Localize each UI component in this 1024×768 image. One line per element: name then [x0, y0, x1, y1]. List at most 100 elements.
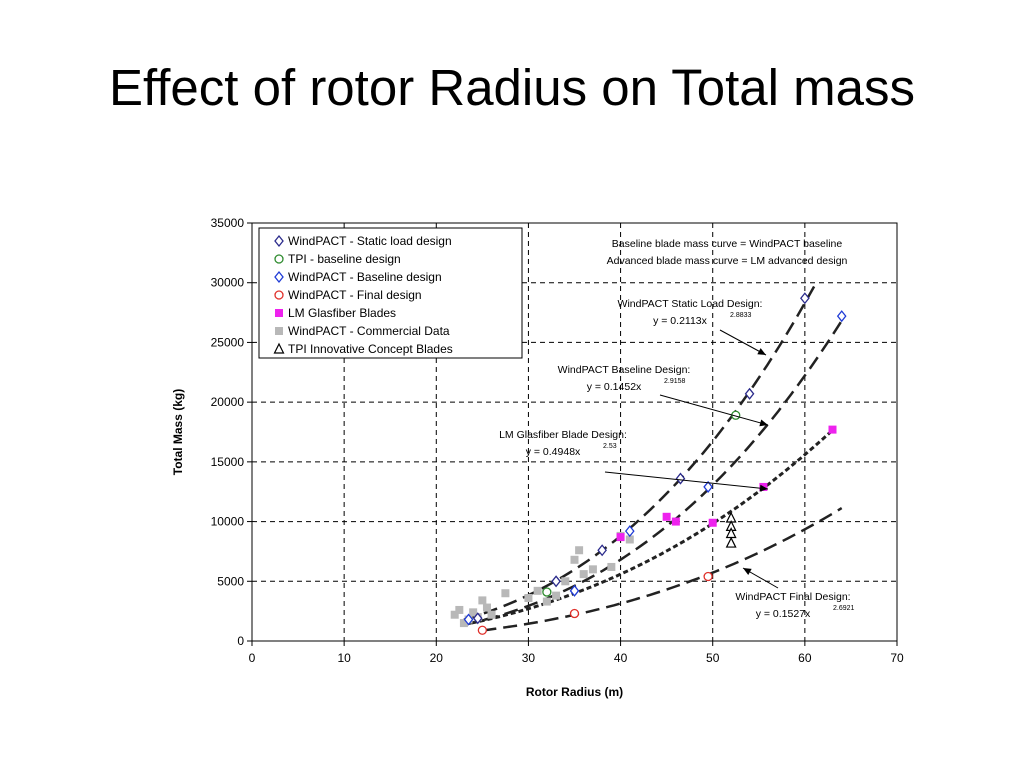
data-point — [836, 310, 847, 323]
data-point — [703, 480, 713, 493]
y-tick-label: 15000 — [211, 455, 245, 469]
data-point — [455, 605, 464, 614]
annotation-label: LM Glasfiber Blade Design: — [499, 429, 627, 441]
annotation-arrow-head — [757, 348, 766, 355]
data-point — [607, 562, 616, 571]
annotation-label: WindPACT Final Design: — [735, 591, 850, 603]
data-point — [579, 570, 588, 579]
data-point — [450, 610, 459, 619]
y-tick-label: 0 — [237, 634, 244, 648]
curve-annotation: LM Glasfiber Blade Design: y = 0.4948x 2.5… — [499, 429, 769, 492]
annotation-arrow-head — [759, 419, 768, 427]
marker-circle — [274, 254, 284, 264]
data-point — [478, 596, 487, 605]
curve-annotation: WindPACT Final Design: y = 0.1527x 2.6921 — [735, 567, 855, 620]
plot-frame — [251, 222, 898, 642]
curve-annotation: WindPACT Static Load Design: y = 0.2113x 2… — [618, 298, 767, 356]
legend-label: WindPACT - Static load design — [288, 234, 452, 248]
annotation-exponent: 2.8833 — [730, 312, 752, 319]
annotation-arrow-head — [759, 484, 768, 492]
x-axis-label: Rotor Radius (m) — [526, 685, 623, 699]
x-tick-label: 20 — [430, 651, 444, 665]
y-tick-label: 20000 — [211, 395, 245, 409]
data-point — [533, 586, 542, 595]
y-tick-label: 35000 — [211, 216, 245, 230]
marker-square — [275, 309, 283, 317]
x-tick-label: 40 — [614, 651, 628, 665]
legend-label: TPI Innovative Concept Blades — [288, 342, 453, 356]
data-point — [524, 594, 533, 603]
data-point — [625, 535, 634, 544]
y-tick-label: 10000 — [211, 515, 245, 529]
legend-label: WindPACT - Baseline design — [288, 270, 442, 284]
data-point — [828, 425, 837, 434]
data-point — [588, 565, 597, 574]
data-point — [477, 625, 488, 635]
legend-item: LM Glasfiber Blades — [275, 306, 396, 320]
legend-item: WindPACT - Final design — [274, 288, 422, 302]
data-point — [800, 292, 810, 305]
data-point — [569, 608, 580, 619]
grid-lines — [252, 223, 897, 641]
data-point — [482, 603, 491, 612]
data-point — [542, 597, 551, 606]
y-tick-label: 5000 — [217, 574, 244, 588]
annotation-arrow-line — [659, 394, 769, 426]
x-tick-label: 70 — [890, 651, 904, 665]
trend-curve — [463, 320, 843, 627]
annotation-exponent: 2.53 — [603, 443, 617, 450]
y-axis-label: Total Mass (kg) — [171, 389, 185, 475]
annotation-equation: y = 0.1452x — [587, 381, 642, 393]
axis-ticks: 0 10 20 30 40 50 60 70 0 5000 10000 15000 20000 25000… — [211, 216, 904, 665]
legend-label: WindPACT - Commercial Data — [288, 324, 450, 338]
data-point — [597, 544, 607, 557]
annotation-equation: y = 0.2113x — [653, 315, 708, 327]
legend-box — [258, 227, 523, 359]
trend-curve — [463, 285, 816, 621]
data-point — [552, 591, 561, 600]
curve-annotations: WindPACT Static Load Design: y = 0.2113x 2… — [499, 238, 854, 620]
trend-curves — [463, 285, 843, 632]
data-point — [708, 518, 717, 527]
annotation-equation: y = 0.4948x — [526, 446, 581, 458]
data-point — [569, 584, 580, 597]
data-point — [463, 613, 474, 626]
y-tick-label: 30000 — [211, 276, 245, 290]
data-point — [575, 546, 584, 555]
legend-label: TPI - baseline design — [288, 252, 401, 266]
note-text: Baseline blade mass curve = WindPACT bas… — [612, 238, 843, 250]
data-point — [703, 571, 713, 582]
trend-curve — [463, 429, 834, 626]
data-point — [570, 555, 579, 564]
data-points — [450, 292, 847, 635]
data-point — [551, 575, 561, 588]
curve-annotation: WindPACT Baseline Design: y = 0.1452x 2.91… — [558, 364, 769, 427]
data-point — [469, 608, 478, 617]
annotation-equation: y = 0.1527x — [756, 608, 811, 620]
slide-title: Effect of rotor Radius on Total mass — [108, 59, 915, 116]
legend-label: LM Glasfiber Blades — [288, 306, 396, 320]
data-point — [472, 612, 483, 625]
data-point — [616, 533, 625, 542]
note-text: Advanced blade mass curve = LM advanced … — [607, 255, 848, 267]
data-point — [662, 512, 671, 521]
data-point — [501, 589, 510, 598]
data-point — [459, 619, 468, 628]
legend-item: TPI - baseline design — [274, 252, 401, 266]
x-tick-label: 10 — [337, 651, 351, 665]
legend-item: TPI Innovative Concept Blades — [273, 342, 453, 356]
marker-circle — [274, 290, 284, 300]
marker-square — [275, 327, 283, 335]
data-point — [542, 587, 552, 597]
data-point — [561, 577, 570, 586]
marker-triangle — [273, 342, 285, 354]
marker-diamond — [274, 234, 284, 248]
annotation-arrow-line — [719, 329, 767, 356]
annotation-label: WindPACT Baseline Design: — [558, 364, 691, 376]
x-tick-label: 30 — [522, 651, 536, 665]
data-point — [671, 517, 680, 526]
data-point — [744, 387, 755, 400]
data-point — [725, 536, 737, 548]
annotation-label: WindPACT Static Load Design: — [618, 298, 763, 310]
